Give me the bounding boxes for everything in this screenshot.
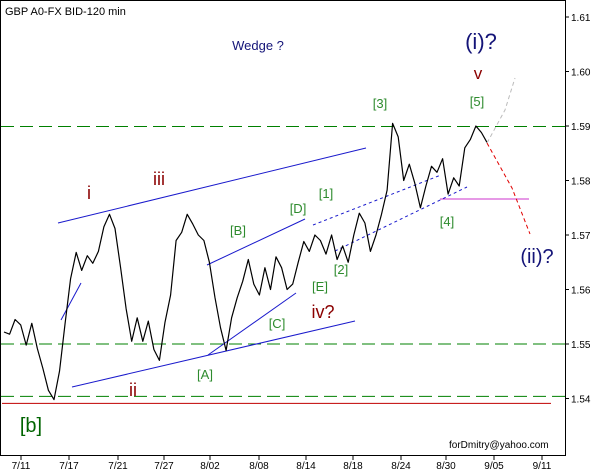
reference-lines <box>1 126 565 404</box>
trend-line-2 <box>207 292 297 356</box>
annotation-14: [C] <box>269 316 286 331</box>
annotation-13: iv? <box>311 302 334 322</box>
y-tick-label-2: 1.59 <box>571 122 591 133</box>
chart-title: GBP A0-FX BID-120 min <box>5 6 126 18</box>
plot-area <box>0 0 566 456</box>
watermark-text: forDmitry@yahoo.com <box>449 440 549 451</box>
x-tick-label-11: 9/11 <box>533 461 552 472</box>
annotation-2: v <box>474 64 483 83</box>
y-tick-label-5: 1.56 <box>571 286 591 297</box>
x-tick-label-6: 8/14 <box>296 461 316 472</box>
trend-line-0 <box>57 147 367 224</box>
y-tick-label-0: 1.61 <box>571 13 591 24</box>
x-tick-label-1: 7/17 <box>59 461 79 472</box>
x-axis: 7/11 7/17 7/21 7/27 8/02 8/08 8/14 8/18 8/24 8/30… <box>12 456 552 472</box>
annotation-1: (i)? <box>465 29 497 54</box>
annotation-15: (ii)? <box>520 246 553 268</box>
x-tick-label-7: 8/18 <box>343 461 363 472</box>
forecast-down-path <box>486 142 531 235</box>
annotation-16: [A] <box>197 367 213 382</box>
trend-line-1 <box>71 320 356 388</box>
price-series-line <box>3 122 488 401</box>
annotation-11: [2] <box>334 262 348 277</box>
trend-lines <box>57 147 468 388</box>
annotation-12: [E] <box>312 279 328 294</box>
y-tick-label-3: 1.58 <box>571 177 591 188</box>
annotation-5: i <box>87 183 91 203</box>
y-tick-label-7: 1.54 <box>571 395 591 406</box>
annotation-6: iii <box>153 169 165 189</box>
annotation-18: [b] <box>20 415 42 437</box>
x-tick-label-0: 7/11 <box>12 461 31 472</box>
price-series <box>3 122 488 401</box>
trend-line-4 <box>60 282 82 321</box>
forecast-up-path <box>486 77 516 144</box>
annotation-8: [D] <box>290 201 307 216</box>
y-tick-label-1: 1.60 <box>571 68 591 79</box>
annotation-3: [3] <box>373 96 387 111</box>
x-tick-label-10: 9/05 <box>484 461 504 472</box>
x-tick-label-8: 8/24 <box>391 461 411 472</box>
x-tick-label-3: 7/27 <box>154 461 174 472</box>
trend-line-5 <box>312 174 442 226</box>
trend-line-6 <box>334 186 468 252</box>
x-tick-label-9: 8/30 <box>436 461 456 472</box>
y-axis: 1.61 1.60 1.59 1.58 1.57 1.56 1.55 1.54 <box>565 13 591 406</box>
forecast-lines <box>486 77 531 235</box>
y-tick-label-6: 1.55 <box>571 340 591 351</box>
x-tick-label-2: 7/21 <box>108 461 128 472</box>
annotation-9: [B] <box>230 223 246 238</box>
y-tick-label-4: 1.57 <box>571 231 591 242</box>
annotation-17: ii <box>129 380 137 400</box>
annotation-10: [4] <box>440 214 454 229</box>
x-tick-label-5: 8/08 <box>249 461 269 472</box>
annotation-7: [1] <box>319 186 333 201</box>
wave-annotations: Wedge ? (i)?v[3] [5]iiii[1][D][B][4][2][E]… <box>20 29 554 437</box>
annotation-4: [5] <box>470 94 484 109</box>
trend-line-3 <box>206 218 306 266</box>
annotation-0: Wedge ? <box>232 38 284 53</box>
x-tick-label-4: 8/02 <box>200 461 220 472</box>
